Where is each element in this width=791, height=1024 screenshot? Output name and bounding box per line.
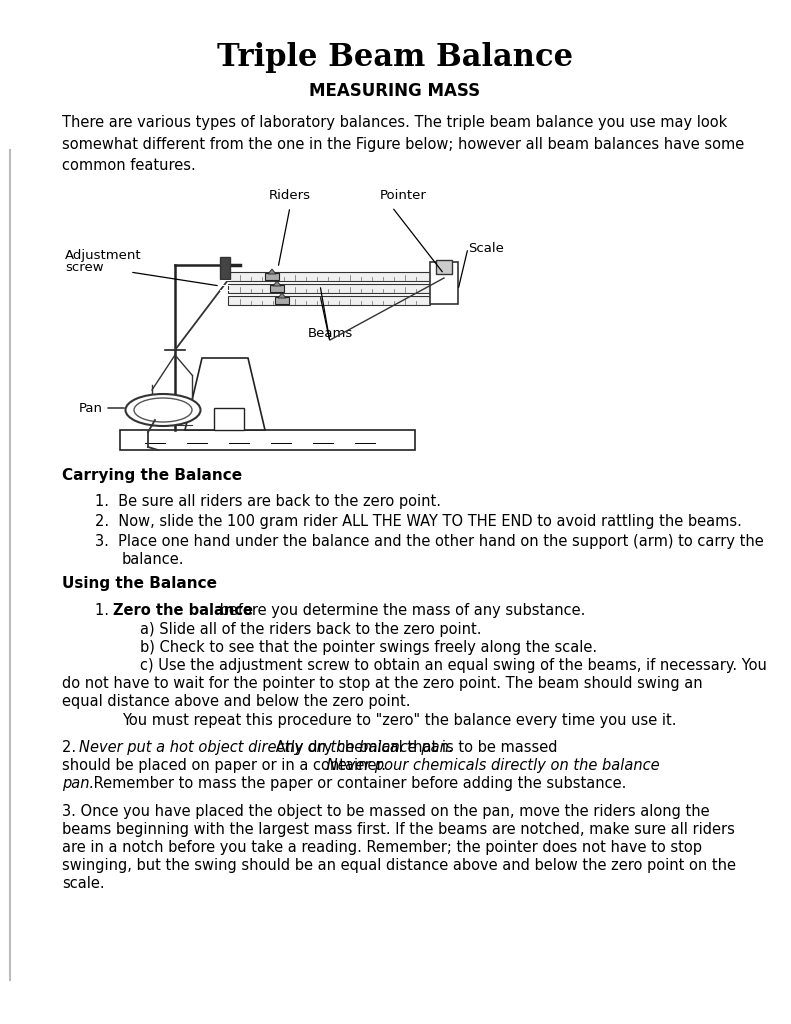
Text: MEASURING MASS: MEASURING MASS	[309, 82, 481, 100]
Polygon shape	[278, 293, 286, 298]
Text: Riders: Riders	[269, 189, 311, 202]
Bar	[275, 297, 289, 304]
Text: balance.: balance.	[122, 552, 184, 567]
Text: pan.: pan.	[62, 776, 94, 791]
Text: Never pour chemicals directly on the balance: Never pour chemicals directly on the bal…	[322, 758, 660, 773]
Text: Pan: Pan	[79, 401, 103, 415]
Polygon shape	[268, 269, 276, 274]
Text: There are various types of laboratory balances. The triple beam balance you use : There are various types of laboratory ba…	[62, 115, 744, 173]
Text: 2.  Now, slide the 100 gram rider ALL THE WAY TO THE END to avoid rattling the b: 2. Now, slide the 100 gram rider ALL THE…	[95, 514, 742, 529]
Text: are in a notch before you take a reading. Remember; the pointer does not have to: are in a notch before you take a reading…	[62, 840, 702, 855]
Bar	[228, 284, 430, 293]
Text: swinging, but the swing should be an equal distance above and below the zero poi: swinging, but the swing should be an equ…	[62, 858, 736, 873]
Text: Scale: Scale	[468, 242, 504, 255]
Polygon shape	[273, 281, 281, 286]
Polygon shape	[185, 358, 265, 430]
Text: Zero the balance: Zero the balance	[113, 603, 253, 618]
Bar	[270, 285, 284, 292]
Ellipse shape	[126, 394, 200, 426]
Text: a) Slide all of the riders back to the zero point.: a) Slide all of the riders back to the z…	[140, 622, 482, 637]
Text: c) Use the adjustment screw to obtain an equal swing of the beams, if necessary.: c) Use the adjustment screw to obtain an…	[140, 658, 767, 673]
Text: Triple Beam Balance: Triple Beam Balance	[217, 42, 573, 73]
Text: 1.  Be sure all riders are back to the zero point.: 1. Be sure all riders are back to the ze…	[95, 494, 441, 509]
Bar	[228, 272, 430, 281]
Text: Carrying the Balance: Carrying the Balance	[62, 468, 242, 483]
Text: 2.: 2.	[62, 740, 81, 755]
Bar	[265, 273, 279, 280]
Text: Beams: Beams	[308, 327, 353, 340]
Text: equal distance above and below the zero point.: equal distance above and below the zero …	[62, 694, 411, 709]
Text: screw: screw	[65, 261, 104, 274]
Text: 3. Once you have placed the object to be massed on the pan, move the riders alon: 3. Once you have placed the object to be…	[62, 804, 710, 819]
Text: You must repeat this procedure to "zero" the balance every time you use it.: You must repeat this procedure to "zero"…	[122, 713, 676, 728]
Text: scale.: scale.	[62, 876, 104, 891]
Bar	[220, 257, 230, 279]
Text: Never put a hot object directly on the balance pan.: Never put a hot object directly on the b…	[79, 740, 453, 755]
Text: b) Check to see that the pointer swings freely along the scale.: b) Check to see that the pointer swings …	[140, 640, 597, 655]
Bar	[214, 408, 244, 430]
Text: should be placed on paper or in a container.: should be placed on paper or in a contai…	[62, 758, 386, 773]
Bar	[228, 296, 430, 305]
Bar	[436, 260, 452, 274]
Text: Remember to mass the paper or container before adding the substance.: Remember to mass the paper or container …	[89, 776, 626, 791]
Text: Using the Balance: Using the Balance	[62, 575, 217, 591]
Bar	[430, 262, 458, 304]
Bar	[120, 430, 415, 450]
Text: before you determine the mass of any substance.: before you determine the mass of any sub…	[215, 603, 585, 618]
Text: Adjustment: Adjustment	[65, 249, 142, 262]
Text: do not have to wait for the pointer to stop at the zero point. The beam should s: do not have to wait for the pointer to s…	[62, 676, 702, 691]
Text: Any dry chemical that is to be massed: Any dry chemical that is to be massed	[271, 740, 558, 755]
Text: 3.  Place one hand under the balance and the other hand on the support (arm) to : 3. Place one hand under the balance and …	[95, 534, 764, 549]
Ellipse shape	[134, 398, 192, 422]
Text: Pointer: Pointer	[380, 189, 427, 202]
Text: 1.: 1.	[95, 603, 114, 618]
Text: beams beginning with the largest mass first. If the beams are notched, make sure: beams beginning with the largest mass fi…	[62, 822, 735, 837]
